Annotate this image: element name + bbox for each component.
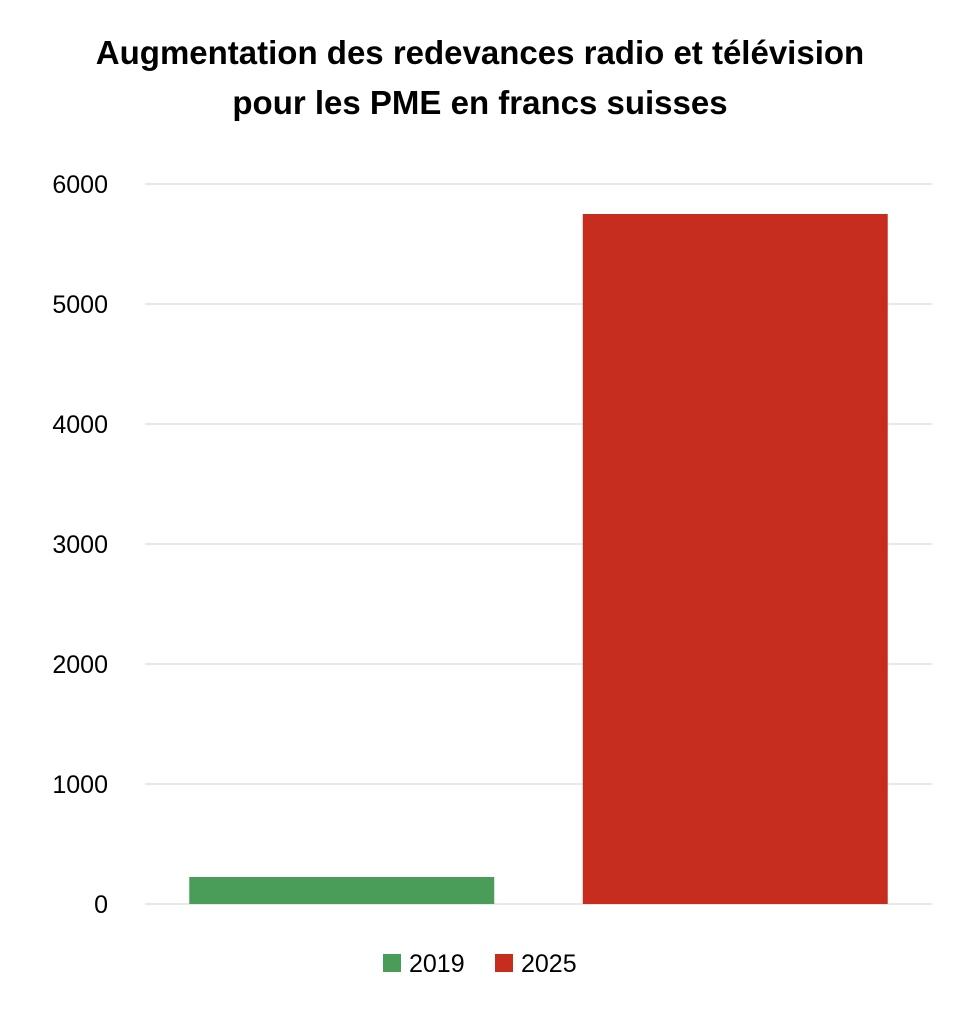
chart-title-line-1: Augmentation des redevances radio et tél… [95,34,865,71]
bar-2025 [582,214,888,904]
legend: 2019 2025 [383,950,577,978]
y-tick-label: 2000 [52,651,108,679]
y-tick-label: 0 [94,891,108,919]
y-tick-label: 3000 [52,531,108,559]
legend-label-2025: 2025 [521,950,577,978]
bar-layer [189,214,888,904]
legend-swatch-2019 [383,954,401,972]
y-tick-label: 1000 [52,771,108,799]
y-tick-label: 5000 [52,291,108,319]
chart-title-line-2: pour les PME en francs suisses [232,84,728,121]
y-axis-ticks: 0 1000 2000 3000 4000 5000 6000 [52,171,108,919]
y-tick-label: 6000 [52,171,108,199]
bar-2019 [189,877,495,904]
legend-label-2019: 2019 [409,950,465,978]
legend-swatch-2025 [495,954,513,972]
chart-title: Augmentation des redevances radio et tél… [0,28,960,128]
y-tick-label: 4000 [52,411,108,439]
